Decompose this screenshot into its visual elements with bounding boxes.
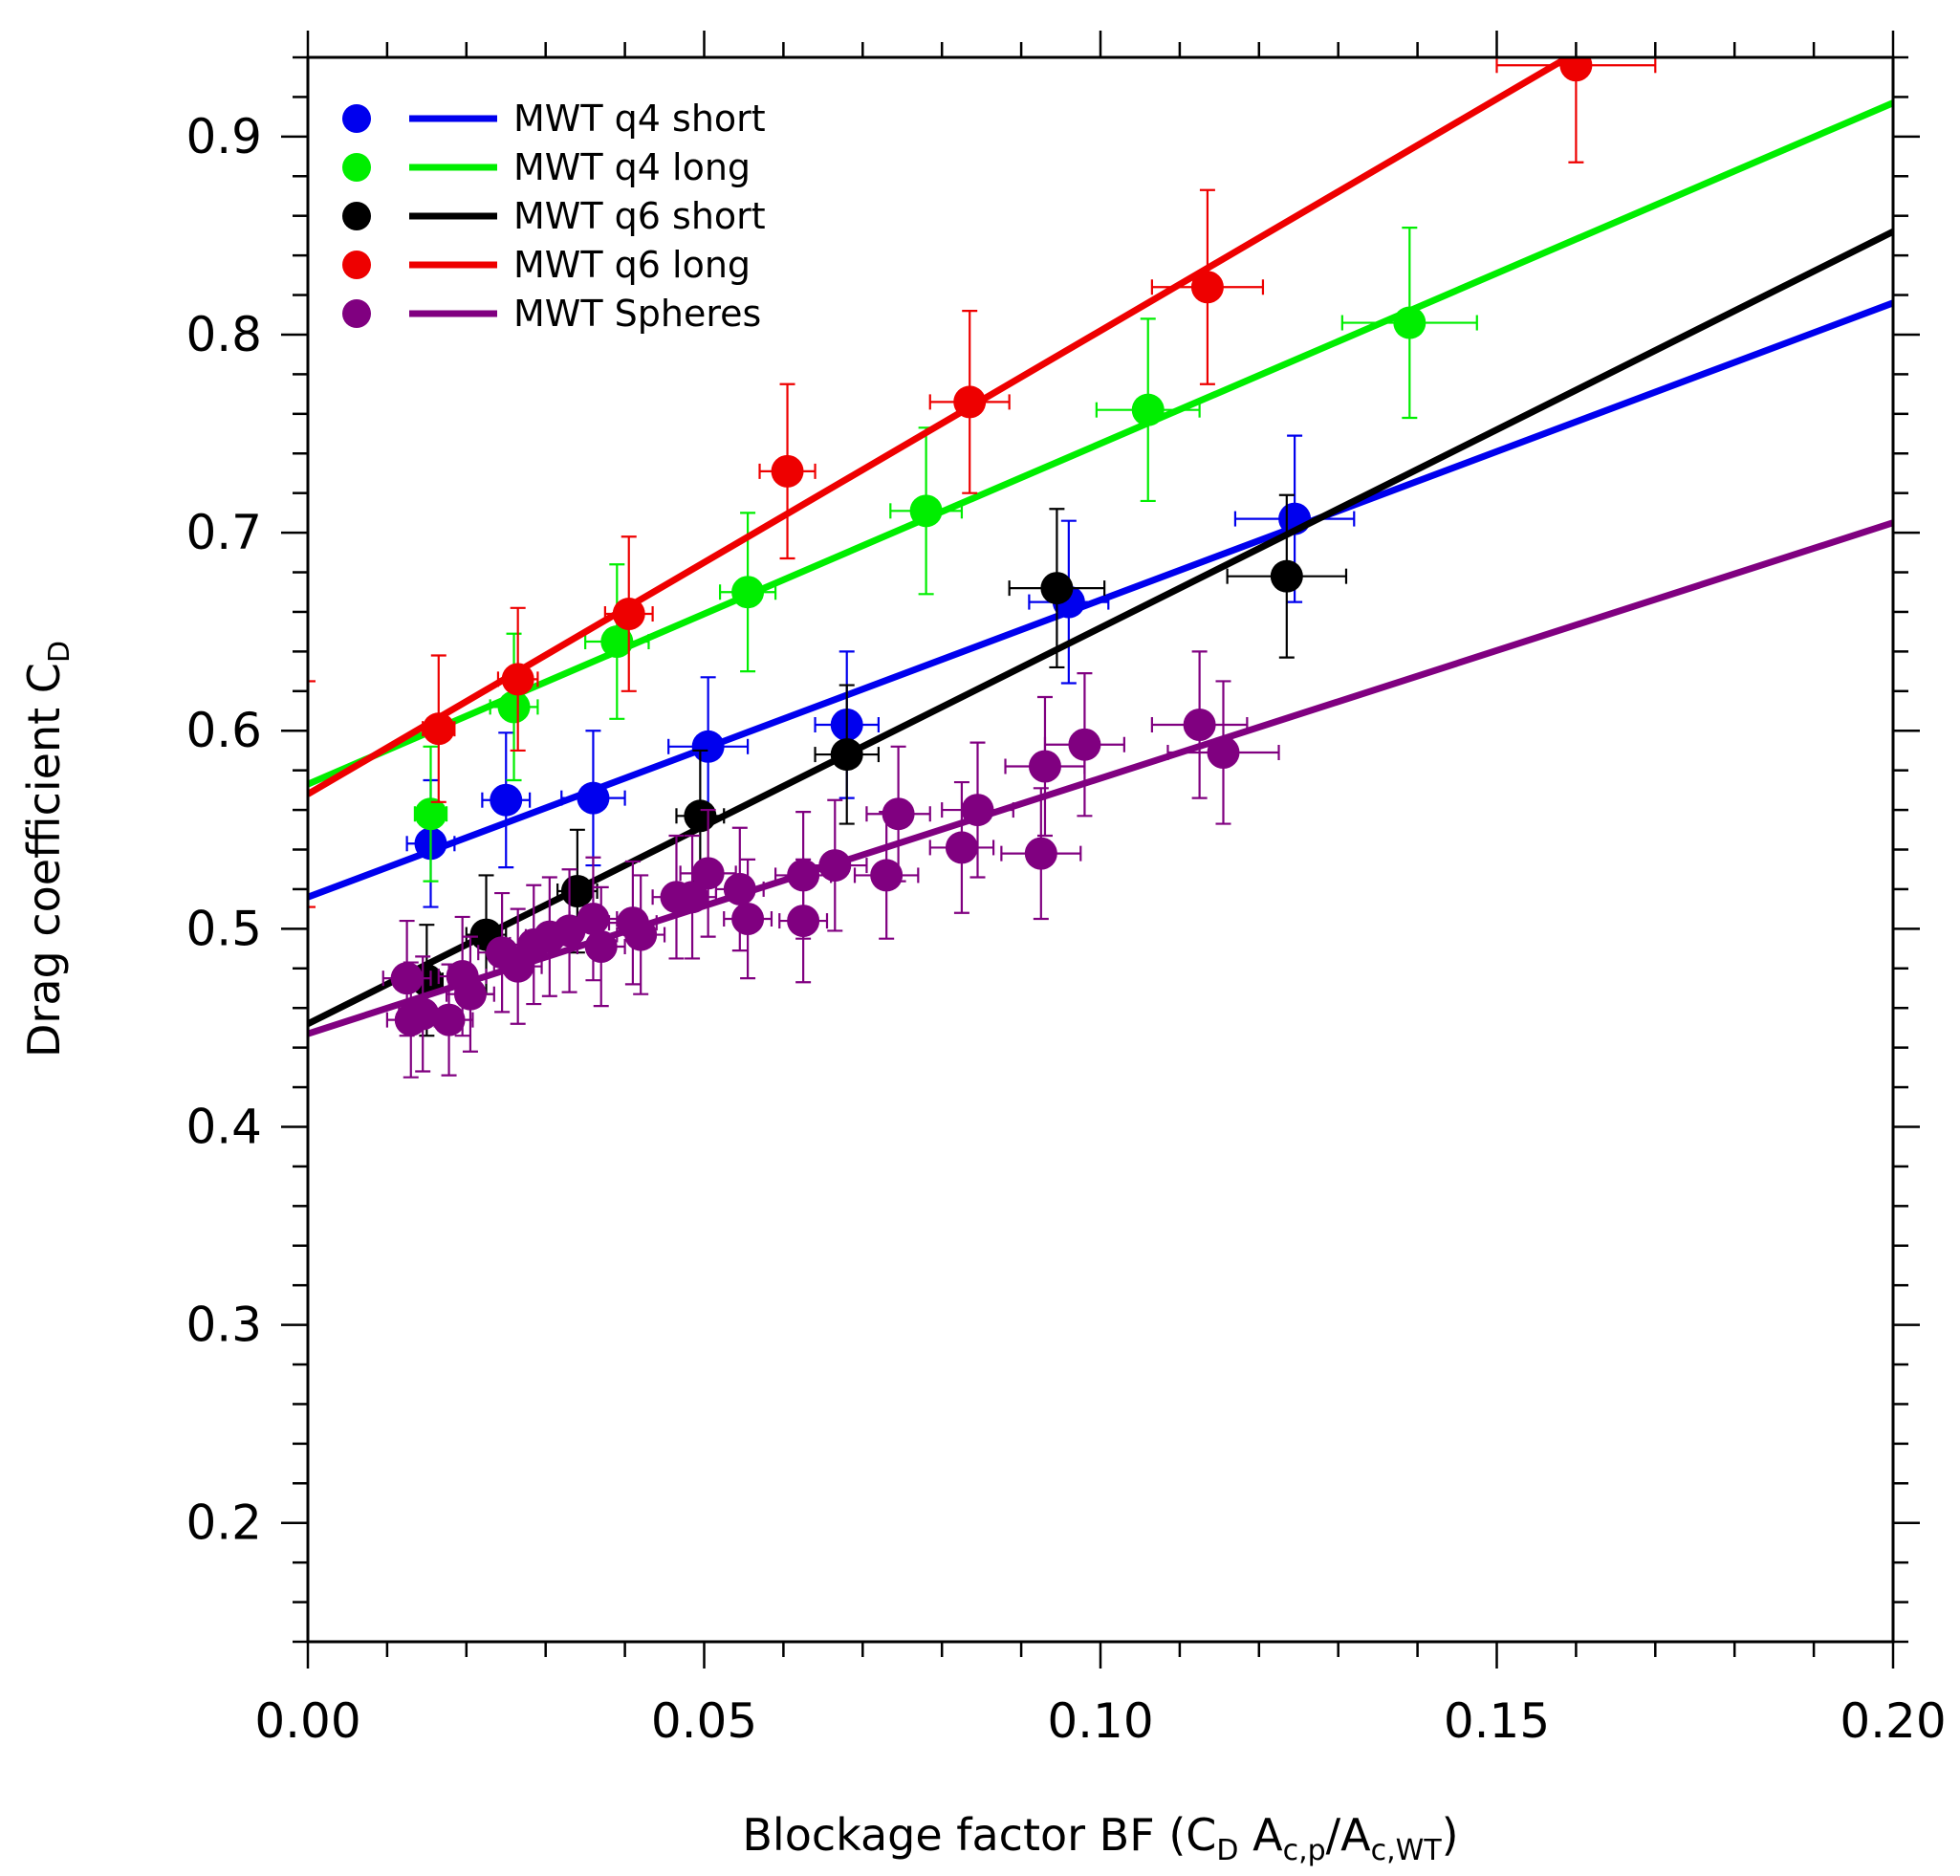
data-point <box>422 712 455 746</box>
legend-marker <box>342 104 371 133</box>
data-point <box>787 859 820 892</box>
data-point <box>909 494 943 528</box>
x-axis-title-sub-cp: c,p <box>1283 1834 1326 1867</box>
x-axis-title-main: Blockage factor BF (C <box>742 1809 1216 1861</box>
x-tick-label: 0.10 <box>1047 1693 1153 1749</box>
x-tick-label: 0.20 <box>1840 1693 1946 1749</box>
data-point <box>414 797 447 831</box>
y-tick-label: 0.4 <box>185 1099 262 1154</box>
data-point <box>453 977 487 1011</box>
fit-line <box>308 57 1575 797</box>
data-point <box>787 905 820 938</box>
y-axis-title: Drag coefficient CD <box>18 641 76 1058</box>
data-point <box>731 902 765 935</box>
data-point <box>1131 393 1165 426</box>
data-point <box>406 997 440 1031</box>
x-tick-label: 0.05 <box>651 1693 757 1749</box>
y-tick-label: 0.9 <box>185 109 262 164</box>
data-point <box>432 1003 466 1036</box>
data-point <box>691 857 725 890</box>
data-point <box>560 874 594 907</box>
y-tick-label: 0.2 <box>185 1495 262 1551</box>
data-point <box>1393 306 1426 339</box>
legend-marker <box>342 299 371 328</box>
fit-line <box>308 229 1893 1027</box>
series-mwt-spheres <box>308 519 1893 1079</box>
series-mwt-q6-short <box>308 229 1893 1037</box>
y-tick-label: 0.7 <box>185 505 262 560</box>
legend-label: MWT q6 short <box>513 195 766 237</box>
x-tick-label: 0.15 <box>1444 1693 1550 1749</box>
data-point <box>390 962 424 995</box>
x-axis-title-sub-d: D <box>1216 1834 1238 1867</box>
data-point <box>577 781 610 815</box>
x-axis-title-close: ) <box>1442 1809 1459 1861</box>
data-point <box>953 385 987 419</box>
legend-item: MWT Spheres <box>342 293 761 335</box>
data-point <box>945 831 978 864</box>
data-point <box>1068 728 1101 761</box>
data-point <box>1270 559 1303 593</box>
x-axis-title-sub-cwt: c,WT <box>1371 1834 1443 1867</box>
series-mwt-q4-long <box>308 99 1893 883</box>
y-tick-label: 0.6 <box>185 703 262 758</box>
data-point <box>723 872 756 905</box>
data-point <box>584 929 618 963</box>
data-point <box>1207 736 1240 770</box>
data-point <box>600 625 634 659</box>
y-tick-label: 0.5 <box>185 901 262 956</box>
plot-frame <box>306 55 1895 1644</box>
data-point <box>676 881 709 914</box>
data-point <box>1190 271 1224 304</box>
y-axis-title-main: Drag coefficient C <box>18 663 70 1058</box>
legend-label: MWT Spheres <box>513 293 761 335</box>
y-axis-title-sub: D <box>43 641 76 663</box>
legend-marker <box>342 153 371 182</box>
fit-line <box>308 99 1893 788</box>
data-point <box>731 576 765 609</box>
data-point <box>497 690 531 724</box>
data-point <box>691 730 725 763</box>
series-mwt-q6-long <box>308 57 1657 908</box>
x-axis-title-mid: A <box>1239 1809 1284 1861</box>
data-point <box>624 918 658 951</box>
data-point <box>490 783 523 817</box>
fit-line <box>308 519 1893 1037</box>
axis-ticks <box>281 31 1920 1669</box>
legend-marker <box>342 251 371 279</box>
legend-item: MWT q6 short <box>342 195 766 237</box>
axis-tick-labels: 0.00 0.05 0.10 0.15 0.20 0.2 0.3 0.4 0.5 0.6 0.7 0.… <box>185 109 1946 1749</box>
data-point <box>1040 572 1074 605</box>
legend-item: MWT q6 long <box>342 244 751 286</box>
data-point <box>961 794 994 827</box>
x-axis-title: Blockage factor BF (CD Ac,p/Ac,WT) <box>742 1809 1458 1867</box>
x-tick-label: 0.00 <box>254 1693 360 1749</box>
legend-item: MWT q4 long <box>342 146 751 188</box>
legend-label: MWT q4 long <box>513 146 751 188</box>
data-point <box>1028 750 1061 783</box>
data-point <box>577 902 610 935</box>
series-mwt-q4-short <box>308 299 1893 908</box>
data-point <box>1559 57 1593 82</box>
data-point <box>1024 837 1057 870</box>
data-point <box>818 849 852 883</box>
legend-label: MWT q4 short <box>513 98 766 140</box>
data-point <box>830 738 863 772</box>
data-point <box>684 799 717 833</box>
data-point <box>882 797 915 831</box>
data-point <box>771 454 804 488</box>
legend-marker <box>342 202 371 230</box>
y-tick-label: 0.8 <box>185 307 262 362</box>
y-tick-label: 0.3 <box>185 1298 262 1353</box>
data-point <box>501 663 534 696</box>
data-point <box>612 598 645 631</box>
legend: MWT q4 short MWT q4 long MWT q6 short MWT q… <box>342 98 766 335</box>
legend-label: MWT q6 long <box>513 244 751 286</box>
x-axis-title-slash: /A <box>1326 1809 1371 1861</box>
data-point <box>870 859 904 892</box>
series-layer <box>308 57 1893 1079</box>
legend-item: MWT q4 short <box>342 98 766 140</box>
data-point <box>1183 709 1216 742</box>
